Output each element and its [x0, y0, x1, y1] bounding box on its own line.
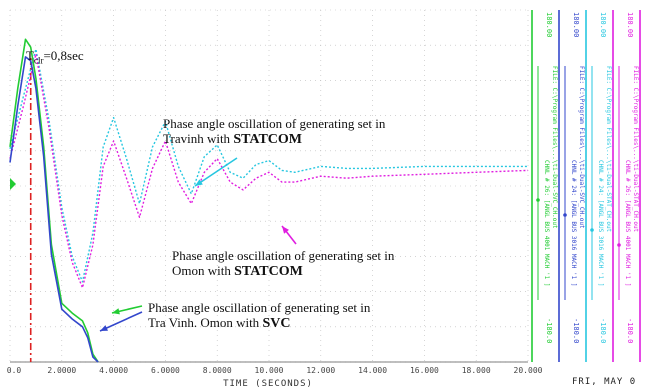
- panel-top-value: 180.00: [626, 12, 634, 37]
- x-tick-label: 12.000: [306, 366, 335, 375]
- panel-channel-label: CHNL # 26: [ANGL BUS 4001 MACH '1 ]: [543, 160, 550, 286]
- ann-bold: SVC: [262, 316, 291, 331]
- tclr-value: =0,8sec: [43, 48, 84, 63]
- arrow-svc-blue-head: [100, 325, 108, 331]
- series-layer: [9, 38, 529, 363]
- panel-channel-label: CHNL # 24: [ANGL BUS 3016 MACH '1 ]: [597, 160, 604, 286]
- footer-date: FRI, MAY 0: [572, 377, 636, 387]
- ann-bold: STATCOM: [233, 132, 303, 147]
- panel-file-label: FILE: C:\Program Files\...\ti-Dual-STAT_…: [632, 66, 639, 233]
- panel-top-value: 180.00: [599, 12, 607, 37]
- tclr-t: T: [26, 48, 34, 63]
- panel-file-label: FILE: C:\Program Files\...\ti-Dual-STAT_…: [605, 66, 612, 233]
- statcom-travinh-annotation: Phase angle oscillation of generating se…: [163, 116, 385, 147]
- series-line-3: [9, 38, 99, 363]
- x-tick-label: 4.0000: [99, 366, 128, 375]
- arrow-statcom-travinh-head: [195, 179, 203, 186]
- svc-annotation: Phase angle oscillation of generating se…: [148, 300, 370, 331]
- series-start-marker: [10, 178, 16, 190]
- arrow-svc-green-head: [112, 308, 120, 315]
- panel-marker: [563, 213, 567, 217]
- panel-top-value: 180.00: [545, 12, 553, 37]
- arrow-statcom-omon-head: [282, 226, 289, 234]
- x-tick-label: 18.000: [462, 366, 491, 375]
- x-tick-label: 16.000: [410, 366, 439, 375]
- arrow-statcom-travinh: [194, 157, 238, 187]
- x-tick-label: 10.000: [255, 366, 284, 375]
- tclr-annotation: Tclr=0,8sec: [26, 48, 84, 69]
- panel-bottom-value: -180.0: [599, 318, 607, 343]
- series-line-2: [9, 53, 529, 289]
- statcom-omon-annotation: Phase angle oscillation of generating se…: [172, 248, 394, 279]
- panel-marker: [536, 198, 540, 202]
- ann-line-1: Phase angle oscillation of generating se…: [163, 116, 386, 131]
- panel-marker: [590, 228, 594, 232]
- x-ticks: 0.0 2.0000 4.0000 6.0000 8.0000 10.000 12.000 1…: [7, 366, 543, 375]
- panel-bottom-value: -180.0: [545, 318, 553, 343]
- ann-bold: STATCOM: [234, 264, 303, 279]
- tclr-sub: clr: [33, 55, 44, 66]
- chart-grid: [9, 9, 529, 363]
- series-line-4: [9, 56, 99, 363]
- panel-channel-label: CHNL # 26: [ANGL BUS 4001 MACH '1 ]: [624, 160, 631, 286]
- panel-channel-label: CHNL # 24: [ANGL BUS 3016 MACH '1 ]: [570, 160, 577, 286]
- panel-file-label: FILE: C:\Program Files\...\ti-Dual-SVC_C…: [578, 66, 585, 229]
- panel-top-value: 180.00: [572, 12, 580, 37]
- x-axis-label: TIME (SECONDS): [223, 379, 313, 389]
- panel-bottom-value: -180.0: [572, 318, 580, 343]
- panel-file-label: FILE: C:\Program Files\...\ti-Dual-SVC_C…: [551, 66, 558, 229]
- ann-line-1: Phase angle oscillation of generating se…: [148, 300, 371, 315]
- ann-line-1: Phase angle oscillation of generating se…: [172, 248, 395, 263]
- annotation-arrows: [99, 157, 297, 332]
- x-tick-label: 6.0000: [151, 366, 180, 375]
- ann-line-2: Omon with: [172, 263, 235, 278]
- series-line-1: [9, 48, 528, 283]
- ann-line-2: Travinh with: [163, 131, 234, 146]
- x-tick-label: 14.000: [358, 366, 387, 375]
- panel-marker: [617, 243, 621, 247]
- arrow-svc-blue: [99, 311, 143, 332]
- ann-line-2: Tra Vinh. Omon with: [148, 315, 263, 330]
- panel-bottom-value: -180.0: [626, 318, 634, 343]
- x-tick-label: 20.000: [514, 366, 543, 375]
- x-tick-label: 2.0000: [47, 366, 76, 375]
- legend-side-panels: 180.00 FILE: C:\Program Files\...\ti-Dual…: [531, 10, 641, 362]
- x-tick-label: 8.0000: [203, 366, 232, 375]
- x-tick-label: 0.0: [7, 366, 22, 375]
